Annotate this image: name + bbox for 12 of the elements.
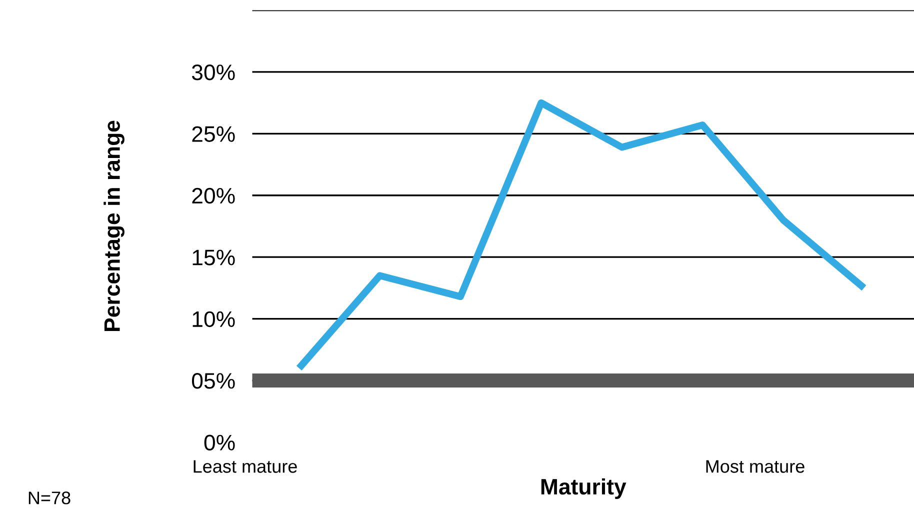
y-axis-title: Percentage in range — [104, 120, 124, 331]
y-tick-label: 30% — [192, 64, 235, 80]
x-axis-title: Maturity — [541, 478, 626, 500]
text: Most mature — [706, 460, 804, 473]
y-tick-label: 05% — [192, 373, 235, 389]
text: Least mature — [194, 460, 297, 473]
y-tick-label: 20% — [192, 188, 235, 204]
y-tick-label: 0% — [204, 434, 235, 450]
y-tick-label: 25% — [192, 126, 235, 142]
y-tick-label: 15% — [192, 250, 235, 266]
text: N=78 — [28, 492, 70, 504]
y-tick-label: 10% — [192, 311, 235, 328]
